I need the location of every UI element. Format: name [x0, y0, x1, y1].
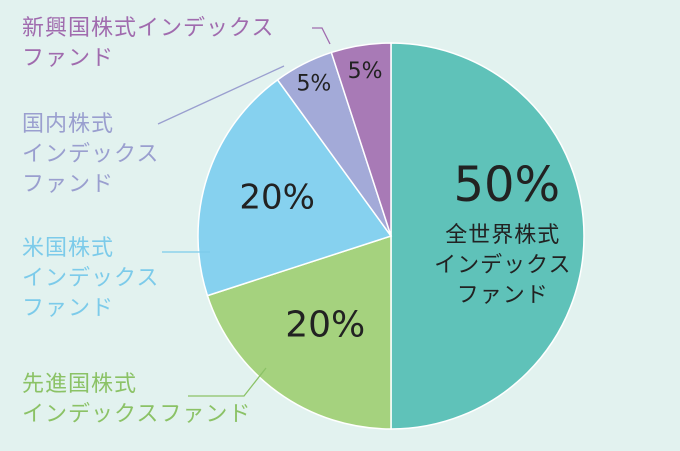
leader-line-slice-domestic	[157, 65, 285, 125]
slice-label-emerging: 新興国株式インデックス ファンド	[22, 16, 275, 71]
slice-emerging	[330, 42, 392, 237]
slice-label-developed: 先進国株式 インデックスファンド	[22, 372, 252, 427]
value-developed: 20%	[285, 305, 365, 346]
value-world: 50%	[453, 157, 560, 213]
slice-us	[197, 78, 393, 297]
slice-label-us: 米国株式 インデックス ファンド	[22, 236, 160, 321]
slice-developed	[206, 234, 392, 430]
slice-label-domestic: 国内株式 インデックス ファンド	[22, 112, 160, 197]
value-us: 20%	[239, 178, 315, 218]
leader-line-slice-emerging	[312, 27, 331, 45]
value-emerging: 5%	[348, 59, 383, 84]
slice-world	[390, 42, 585, 430]
leader-line-slice-developed	[188, 367, 267, 397]
value-domestic: 5%	[296, 72, 331, 97]
slice-label-world: 全世界株式インデックスファンド	[434, 223, 571, 308]
